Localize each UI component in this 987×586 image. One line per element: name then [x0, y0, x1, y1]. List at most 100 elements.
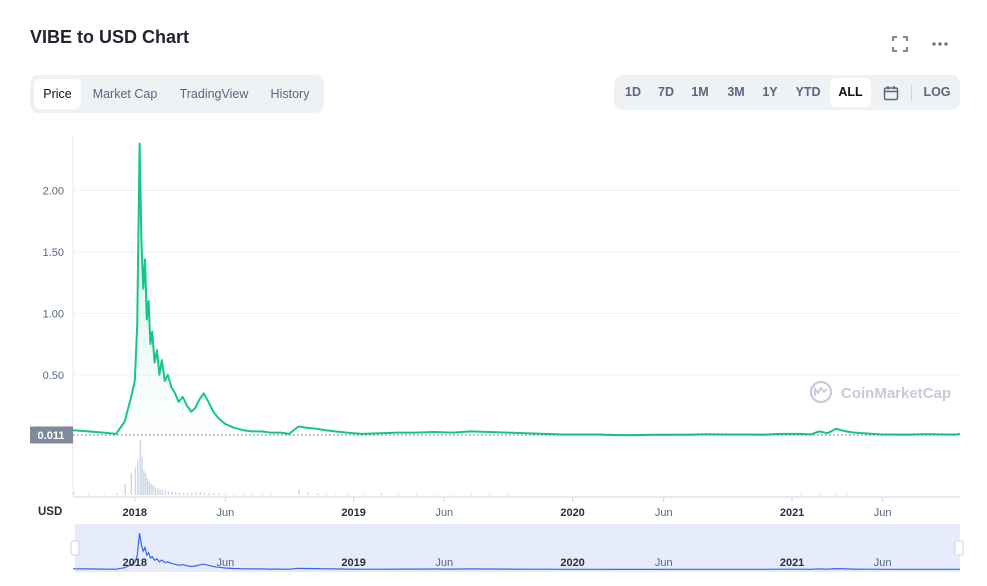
volume-bar [507, 493, 510, 495]
y-tick-label: 1.00 [43, 308, 64, 320]
volume-bar [599, 494, 601, 495]
volume-bar [525, 494, 528, 495]
volume-bar [927, 494, 929, 495]
volume-bar [635, 494, 637, 495]
navigator-x-ticks: 2018 Jun 2019 Jun 2020 Jun 2021 Jun [123, 557, 892, 569]
volume-bar [171, 491, 173, 495]
x-tick-label: Jun [435, 507, 453, 519]
volume-bar [159, 489, 161, 495]
volume-bar [653, 494, 655, 495]
volume-bar [288, 494, 291, 495]
volume-bar [152, 485, 154, 495]
range-1m-button[interactable]: 1M [691, 85, 709, 99]
x-tick-label: 2018 [123, 507, 147, 519]
volume-bar [137, 459, 139, 496]
volume-bar [251, 493, 254, 495]
volume-bar [827, 494, 829, 495]
navigator-left-handle[interactable] [70, 540, 80, 556]
volume-bar [544, 494, 546, 495]
tab-price[interactable]: Price [34, 79, 81, 109]
navigator-tick-label: 2020 [560, 557, 584, 569]
tab-market-cap[interactable]: Market Cap [92, 87, 158, 101]
range-ytd-button[interactable]: YTD [795, 85, 821, 99]
price-area [73, 143, 960, 440]
navigator-right-handle[interactable] [954, 540, 964, 556]
calendar-icon[interactable] [877, 78, 905, 107]
volume-bar [141, 456, 143, 495]
volume-bar [882, 494, 884, 495]
tab-tradingview[interactable]: TradingView [179, 87, 249, 101]
current-price-label: 0.011 [38, 430, 65, 442]
watermark: CoinMarketCap [809, 380, 951, 404]
range-7d-button[interactable]: 7D [658, 85, 674, 99]
range-all-button[interactable]: ALL [830, 78, 871, 107]
volume-bar [763, 494, 766, 495]
volume-bar [218, 493, 220, 495]
log-scale-button[interactable]: LOG [923, 85, 951, 99]
chart-type-tabs: Price Market Cap TradingView History [30, 75, 324, 113]
volume-bar [955, 494, 958, 495]
volume-bar [452, 493, 454, 495]
volume-bar [225, 493, 227, 495]
volume-bar [116, 493, 118, 495]
x-tick-label: 2019 [341, 507, 365, 519]
time-range-selector: 1D 7D 1M 3M 1Y YTD ALL LOG [614, 75, 960, 110]
volume-bar [167, 491, 170, 495]
volume-bar [270, 493, 272, 495]
volume-bar [280, 494, 282, 495]
navigator-tick-label: Jun [435, 557, 453, 569]
volume-bar [154, 486, 156, 496]
navigator-tick-label: 2019 [341, 557, 365, 569]
x-axis-ticks: 2018 Jun 2019 Jun 2020 Jun 2021 Jun [123, 497, 892, 519]
coinmarketcap-logo-icon [809, 380, 833, 404]
volume-bar [617, 494, 619, 495]
volume-bar [960, 494, 962, 495]
y-axis-ticks: 0.50 1.00 1.50 2.00 [43, 185, 64, 381]
navigator-line-series [72, 533, 961, 570]
volume-bar [362, 493, 364, 495]
volume-bar [781, 494, 784, 495]
range-1y-button[interactable]: 1Y [762, 85, 778, 99]
range-3m-button[interactable]: 3M [727, 85, 745, 99]
volume-bar [186, 492, 189, 495]
volume-bar [88, 493, 90, 495]
x-tick-label: Jun [655, 507, 673, 519]
volume-bar [727, 494, 729, 495]
y-tick-label: 2.00 [43, 185, 64, 197]
navigator-tick-label: Jun [874, 557, 892, 569]
y-tick-label: 0.50 [43, 370, 64, 382]
volume-bar [346, 493, 348, 495]
current-price-badge: 0.011 [30, 426, 73, 444]
volume-bar [846, 493, 848, 495]
volume-bar [261, 493, 264, 495]
volume-bar [243, 493, 245, 495]
volume-bar [161, 489, 164, 495]
volume-bar [164, 490, 167, 495]
tab-history[interactable]: History [270, 87, 310, 101]
volume-bar [73, 492, 75, 496]
volume-bar [203, 492, 206, 496]
navigator[interactable]: 2018 Jun 2019 Jun 2020 Jun 2021 Jun [70, 524, 964, 572]
currency-label: USD [38, 506, 62, 518]
volume-bar [139, 440, 141, 495]
fullscreen-icon[interactable] [889, 33, 911, 55]
more-icon[interactable] [929, 33, 951, 55]
volume-bar [434, 493, 436, 495]
volume-bar [233, 493, 236, 495]
y-tick-label: 1.50 [43, 247, 64, 259]
volume-bar [130, 473, 132, 495]
volume-bar [672, 494, 674, 495]
volume-bar [864, 494, 866, 495]
volume-bar [157, 488, 159, 495]
volume-bar [872, 494, 874, 495]
x-tick-label: Jun [216, 507, 234, 519]
volume-bar [745, 494, 747, 495]
volume-bar [143, 470, 145, 496]
volume-bar [325, 493, 327, 495]
x-tick-label: Jun [874, 507, 892, 519]
range-1d-button[interactable]: 1D [625, 85, 641, 99]
range-separator [911, 84, 912, 101]
chart-title: VIBE to USD Chart [30, 27, 190, 47]
volume-bar [489, 493, 491, 495]
